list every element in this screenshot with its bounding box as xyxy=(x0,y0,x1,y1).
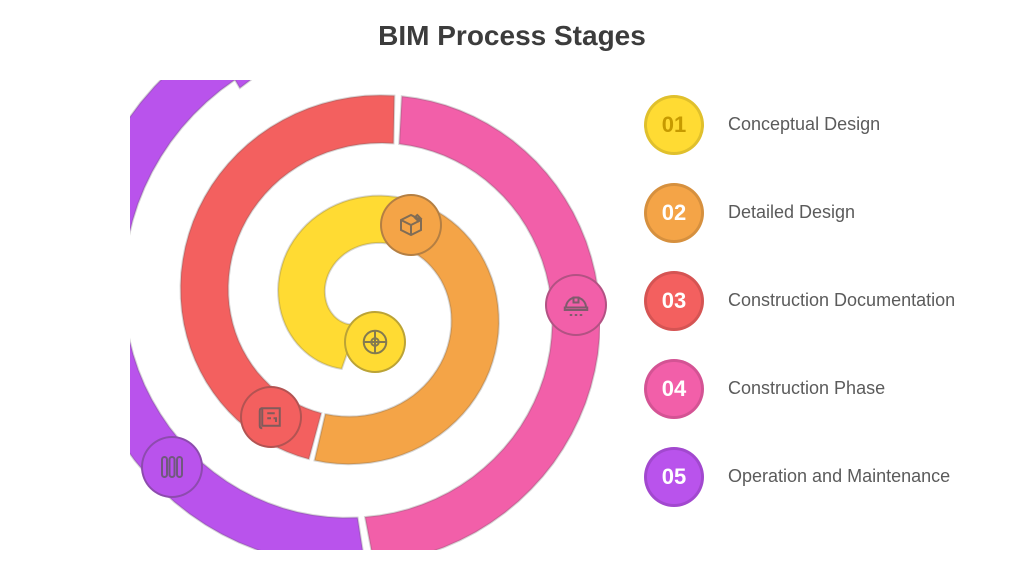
hardhat-icon xyxy=(561,290,591,320)
legend-item-2: 02 Detailed Design xyxy=(644,183,964,243)
stage-1-node xyxy=(344,311,406,373)
stage-3-node xyxy=(240,386,302,448)
legend-item-5: 05 Operation and Maintenance xyxy=(644,447,964,507)
stage-2-node xyxy=(380,194,442,256)
dashboard-icon xyxy=(360,327,390,357)
legend-label-2: Detailed Design xyxy=(728,201,855,224)
stage-5-node xyxy=(141,436,203,498)
legend-number-5: 05 xyxy=(644,447,704,507)
stage-4-node xyxy=(545,274,607,336)
legend-item-1: 01 Conceptual Design xyxy=(644,95,964,155)
legend-label-3: Construction Documentation xyxy=(728,289,955,312)
legend-number-1: 01 xyxy=(644,95,704,155)
legend-item-4: 04 Construction Phase xyxy=(644,359,964,419)
legend-label-4: Construction Phase xyxy=(728,377,885,400)
legend: 01 Conceptual Design 02 Detailed Design … xyxy=(644,95,964,535)
cube-edit-icon xyxy=(396,210,426,240)
tools-icon xyxy=(157,452,187,482)
legend-item-3: 03 Construction Documentation xyxy=(644,271,964,331)
page-title: BIM Process Stages xyxy=(0,20,1024,52)
legend-number-4: 04 xyxy=(644,359,704,419)
spiral-diagram xyxy=(130,80,600,550)
legend-number-3: 03 xyxy=(644,271,704,331)
blueprint-icon xyxy=(256,402,286,432)
legend-label-1: Conceptual Design xyxy=(728,113,880,136)
legend-label-5: Operation and Maintenance xyxy=(728,465,950,488)
legend-number-2: 02 xyxy=(644,183,704,243)
